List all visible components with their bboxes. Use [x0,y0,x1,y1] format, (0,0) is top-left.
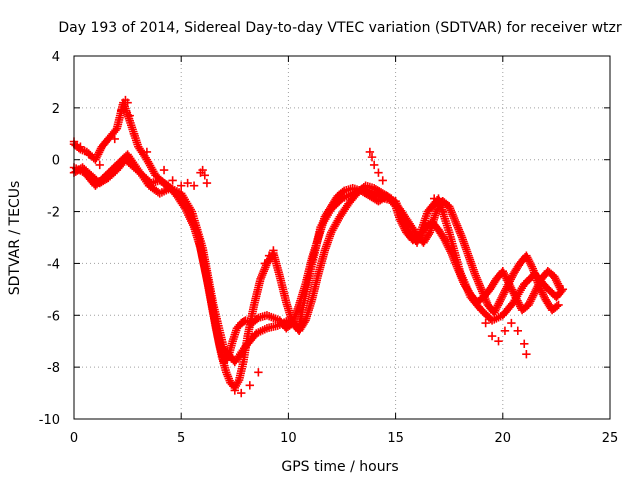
data-point-marker [374,168,383,177]
data-point-marker [254,368,263,377]
data-point-marker [378,176,387,185]
data-point-marker [554,300,563,310]
data-point-marker [481,318,490,328]
y-tick-label: -4 [47,257,60,272]
data-point-marker [189,181,199,190]
data-point-marker [142,147,152,157]
series-track-second [69,155,563,393]
data-point-marker [367,152,377,162]
data-point-marker [123,98,132,107]
x-axis-label: GPS time / hours [281,459,398,475]
data-point-marker [245,381,255,390]
data-point-marker [434,199,443,208]
y-tick-label: 0 [52,154,60,169]
data-point-marker [202,178,212,188]
data-point-marker [129,129,139,138]
data-point-marker [110,134,119,144]
series-track-spurs [69,95,531,398]
chart-title: Day 193 of 2014, Sidereal Day-to-day VTE… [58,20,622,36]
data-point-marker [558,285,568,294]
data-point-marker [237,388,246,398]
data-point-marker [429,194,439,203]
data-point-marker [520,339,529,349]
data-point-marker [500,326,510,336]
y-tick-label: -8 [47,361,60,376]
data-point-marker [260,259,270,268]
data-point-marker [365,147,375,157]
plot-frame [73,55,611,420]
data-point-marker [183,178,192,188]
data-point-marker [226,378,235,387]
y-tick-label: -2 [47,206,60,221]
data-point-marker [76,142,85,151]
data-point-marker [269,246,278,255]
data-point-marker [159,165,169,175]
data-point-marker [507,318,516,328]
data-point-marker [369,160,379,170]
data-point-marker [494,337,503,346]
x-tick-label: 0 [70,431,78,446]
grid-lines [74,56,610,419]
x-tick-label: 25 [602,431,619,446]
x-tick-label: 20 [495,431,512,446]
data-point-marker [125,111,134,120]
data-point-marker [200,171,209,180]
data-point-marker [230,386,239,395]
y-tick-label: -10 [39,413,60,428]
data-point-marker [487,331,497,341]
series-track-third [69,150,568,367]
data-series [69,95,568,398]
data-point-marker [264,251,274,260]
data-point-marker [116,106,126,115]
data-point-marker [95,160,104,170]
x-tick-label: 5 [177,431,185,446]
y-tick-label: -6 [47,309,60,324]
y-tick-label: 2 [52,102,60,117]
data-point-marker [168,176,177,185]
data-point-marker [522,349,531,359]
x-tick-label: 15 [387,431,404,446]
y-axis-label: SDTVAR / TECUs [7,181,23,296]
data-point-marker [438,207,447,216]
x-tick-label: 10 [280,431,297,446]
data-point-marker [177,181,186,190]
data-point-marker [513,326,523,336]
y-tick-label: 4 [52,50,60,65]
data-point-marker [84,150,94,159]
data-point-marker [198,165,207,175]
